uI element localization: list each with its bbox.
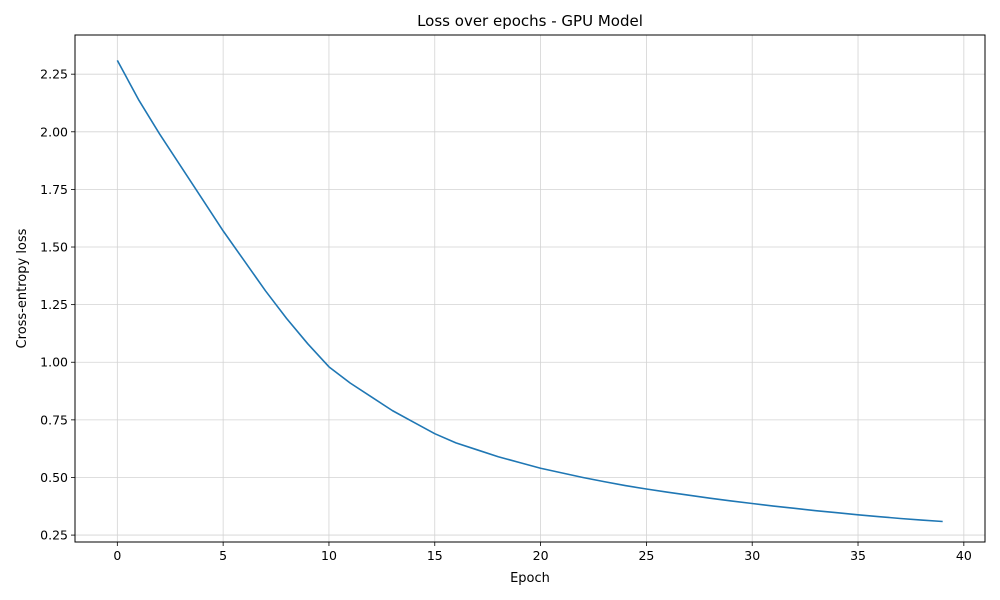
- plot-frame: [74, 34, 986, 543]
- y-tick-label: 1.50: [40, 240, 68, 255]
- y-axis-label: Cross-entropy loss: [15, 228, 30, 348]
- y-tick-label: 1.25: [40, 297, 68, 312]
- y-tick-label: 2.25: [40, 67, 68, 82]
- y-tick-label: 1.75: [40, 182, 68, 197]
- y-tick-label: 1.00: [40, 355, 68, 370]
- series-layer: [116, 59, 943, 523]
- x-tick-label: 15: [427, 548, 443, 563]
- y-tick-label: 0.25: [40, 528, 68, 543]
- x-tick-label: 10: [321, 548, 337, 563]
- x-tick-label: 30: [744, 548, 760, 563]
- y-tick-label: 0.50: [40, 470, 68, 485]
- x-tick-label: 40: [956, 548, 972, 563]
- chart-title: Loss over epochs - GPU Model: [417, 12, 643, 30]
- series-line: [116, 59, 943, 523]
- x-tick-label: 25: [638, 548, 654, 563]
- x-tick-label: 0: [113, 548, 121, 563]
- grid: [75, 35, 985, 542]
- x-axis-ticks: 0 5 10 15 20 25 30 35 40: [113, 542, 972, 563]
- x-tick-label: 20: [533, 548, 549, 563]
- x-tick-label: 5: [219, 548, 227, 563]
- x-tick-label: 35: [850, 548, 866, 563]
- y-tick-label: 2.00: [40, 124, 68, 139]
- x-axis-label: Epoch: [510, 571, 550, 586]
- y-axis-ticks: 0.25 0.50 0.75 1.00 1.25 1.50 1.75 2.00 2.25: [40, 67, 75, 543]
- y-tick-label: 0.75: [40, 412, 68, 427]
